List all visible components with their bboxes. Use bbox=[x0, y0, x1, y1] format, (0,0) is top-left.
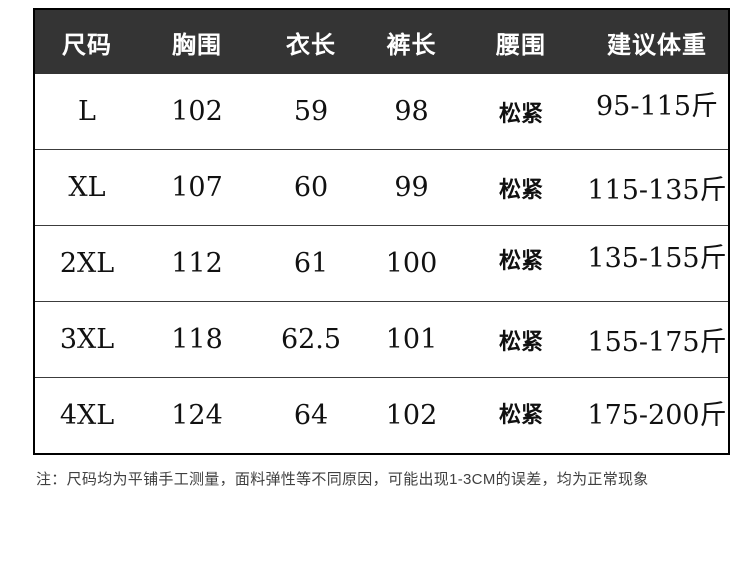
cell-text: 61 bbox=[293, 248, 329, 279]
cell-text: 松紧 bbox=[498, 247, 543, 273]
cell-text: 松紧 bbox=[498, 401, 543, 427]
cell-text: 107 bbox=[171, 172, 223, 203]
cell-size: L bbox=[34, 74, 139, 150]
cell-chest: 124 bbox=[139, 377, 255, 454]
header-cell-waist: 腰围 bbox=[456, 9, 586, 74]
header-cell-size: 尺码 bbox=[34, 9, 139, 74]
cell-garment-length: 61 bbox=[255, 225, 367, 302]
cell-text: 175-200斤 bbox=[587, 400, 727, 431]
measurement-note: 注：尺码均为平铺手工测量，面料弹性等不同原因，可能出现1-3CM的误差，均为正常… bbox=[36, 471, 649, 488]
cell-text: 155-175斤 bbox=[587, 327, 727, 358]
cell-waist: 松紧 bbox=[456, 74, 586, 150]
table-row-4xl: 4XL 124 64 102 松紧 175-200斤 bbox=[34, 377, 729, 454]
header-cell-chest: 胸围 bbox=[139, 9, 255, 74]
cell-text: 59 bbox=[293, 96, 329, 127]
cell-garment-length: 59 bbox=[255, 74, 367, 150]
cell-size: XL bbox=[34, 149, 139, 226]
size-chart-table: 尺码 胸围 衣长 裤长 腰围 建议体重 L 102 59 98 松紧 95-115斤 XL 107 60 9… bbox=[33, 8, 730, 455]
cell-garment-length: 60 bbox=[255, 149, 367, 226]
cell-pants-length: 98 bbox=[367, 74, 456, 150]
cell-pants-length: 102 bbox=[367, 377, 456, 454]
cell-weight: 115-135斤 bbox=[586, 149, 729, 226]
cell-chest: 107 bbox=[139, 149, 255, 226]
cell-waist: 松紧 bbox=[456, 301, 586, 378]
cell-text: 101 bbox=[385, 324, 438, 355]
cell-chest: 118 bbox=[139, 301, 255, 378]
cell-text: 松紧 bbox=[498, 176, 543, 202]
cell-weight: 175-200斤 bbox=[586, 377, 729, 454]
cell-text: 64 bbox=[293, 400, 329, 431]
table-row-3xl: 3XL 118 62.5 101 松紧 155-175斤 bbox=[34, 301, 729, 378]
cell-text: 3XL bbox=[59, 324, 115, 355]
cell-text: 2XL bbox=[59, 248, 115, 279]
header-cell-pants-length: 裤长 bbox=[367, 9, 456, 74]
cell-pants-length: 99 bbox=[367, 149, 456, 226]
cell-text: 62.5 bbox=[280, 324, 342, 355]
cell-text: 135-155斤 bbox=[587, 243, 727, 274]
cell-text: 100 bbox=[385, 248, 438, 279]
cell-text: 99 bbox=[394, 172, 429, 203]
cell-size: 4XL bbox=[34, 377, 139, 454]
cell-text: 4XL bbox=[59, 400, 115, 431]
cell-text: 松紧 bbox=[498, 100, 543, 126]
cell-text: 98 bbox=[394, 96, 429, 127]
cell-waist: 松紧 bbox=[456, 225, 586, 302]
cell-text: 60 bbox=[293, 172, 329, 203]
cell-weight: 135-155斤 bbox=[586, 225, 729, 302]
cell-text: 115-135斤 bbox=[587, 175, 727, 206]
cell-chest: 112 bbox=[139, 225, 255, 302]
table-row-l: L 102 59 98 松紧 95-115斤 bbox=[34, 74, 729, 150]
cell-garment-length: 64 bbox=[255, 377, 367, 454]
table-row-xl: XL 107 60 99 松紧 115-135斤 bbox=[34, 149, 729, 226]
cell-garment-length: 62.5 bbox=[255, 301, 367, 378]
cell-waist: 松紧 bbox=[456, 377, 586, 454]
cell-weight: 95-115斤 bbox=[586, 74, 729, 150]
cell-text: 松紧 bbox=[498, 328, 543, 354]
cell-text: 102 bbox=[171, 96, 223, 127]
cell-text: 102 bbox=[385, 400, 438, 431]
header-cell-garment-length: 衣长 bbox=[255, 9, 367, 74]
cell-text: 124 bbox=[171, 400, 223, 431]
cell-text: XL bbox=[68, 172, 106, 203]
cell-chest: 102 bbox=[139, 74, 255, 150]
cell-size: 3XL bbox=[34, 301, 139, 378]
cell-waist: 松紧 bbox=[456, 149, 586, 226]
cell-text: L bbox=[78, 96, 96, 127]
table-header-row: 尺码 胸围 衣长 裤长 腰围 建议体重 bbox=[34, 9, 729, 74]
table-row-2xl: 2XL 112 61 100 松紧 135-155斤 bbox=[34, 225, 729, 302]
cell-pants-length: 101 bbox=[367, 301, 456, 378]
cell-weight: 155-175斤 bbox=[586, 301, 729, 378]
cell-text: 112 bbox=[171, 248, 223, 279]
header-cell-weight: 建议体重 bbox=[586, 9, 729, 74]
cell-size: 2XL bbox=[34, 225, 139, 302]
cell-pants-length: 100 bbox=[367, 225, 456, 302]
cell-text: 95-115斤 bbox=[595, 91, 718, 122]
cell-text: 118 bbox=[171, 324, 223, 355]
